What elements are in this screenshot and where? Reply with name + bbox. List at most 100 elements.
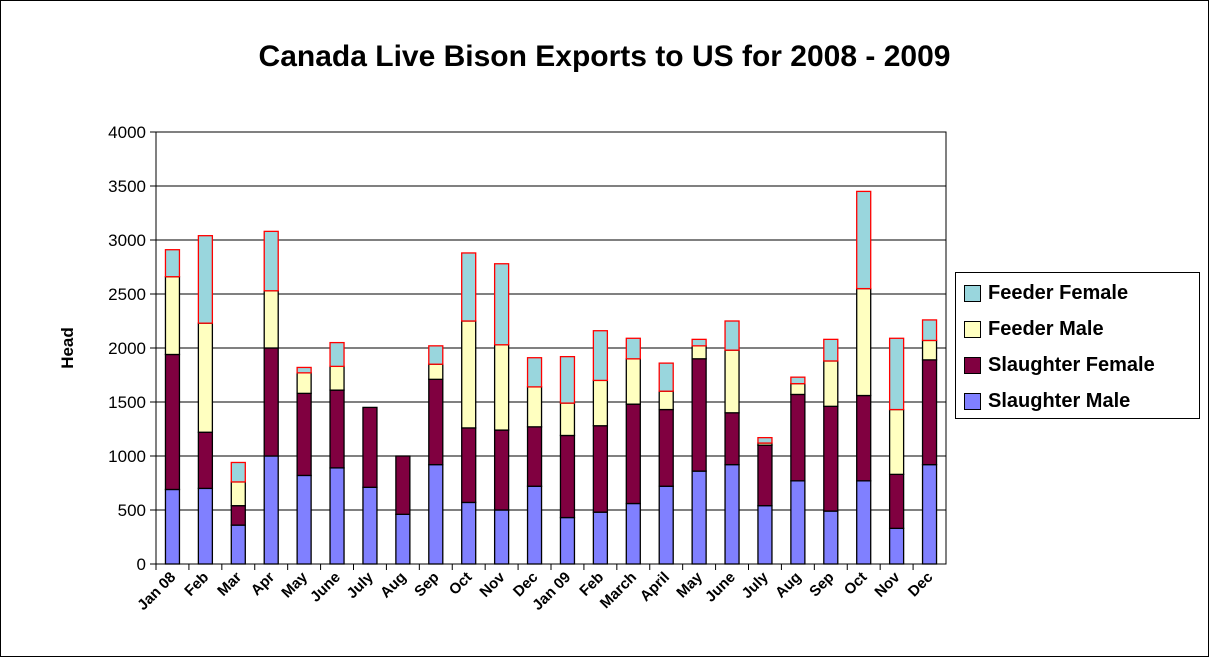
y-tick-label: 500 (118, 501, 146, 520)
legend-swatch-feeder-male (964, 321, 981, 338)
bar-segment-feeder-male (890, 410, 904, 475)
y-tick-label: 2000 (108, 339, 146, 358)
bar-segment-slaughter-female (593, 426, 607, 512)
bar-segment-feeder-female (528, 358, 542, 387)
y-tick-label: 1500 (108, 393, 146, 412)
bar-segment-slaughter-male (560, 518, 574, 564)
bar-segment-slaughter-female (758, 445, 772, 505)
x-tick-label: May (673, 568, 706, 601)
y-tick-label: 3500 (108, 177, 146, 196)
bar-segment-feeder-male (626, 359, 640, 404)
bar-segment-feeder-female (462, 253, 476, 321)
x-tick-label: Oct (841, 569, 871, 599)
bar-segment-feeder-female (495, 264, 509, 345)
bar-segment-feeder-male (824, 361, 838, 406)
bar-segment-slaughter-male (231, 525, 245, 564)
bar-segment-feeder-female (758, 438, 772, 443)
bar-segment-feeder-male (593, 380, 607, 425)
x-tick-label: Sep (806, 569, 837, 600)
bar-segment-feeder-male (923, 340, 937, 359)
x-tick-label: June (307, 569, 344, 606)
y-tick-label: 2500 (108, 285, 146, 304)
bar-segment-slaughter-male (857, 481, 871, 564)
bar-segment-feeder-female (659, 363, 673, 391)
bar-segment-slaughter-female (462, 428, 476, 503)
bar-segment-feeder-female (560, 357, 574, 403)
x-tick-label: June (702, 569, 739, 606)
bar-segment-feeder-female (198, 236, 212, 323)
bar-segment-feeder-male (231, 482, 245, 506)
bar-segment-feeder-male (264, 291, 278, 348)
x-tick-label: Aug (377, 569, 410, 602)
bar-segment-slaughter-female (659, 410, 673, 487)
bar-segment-slaughter-male (330, 468, 344, 564)
x-tick-label: Nov (476, 568, 509, 601)
bar-segment-slaughter-male (165, 489, 179, 564)
x-tick-label: April (637, 569, 673, 605)
bar-segment-slaughter-male (297, 475, 311, 564)
bar-segment-feeder-male (462, 321, 476, 428)
bar-segment-slaughter-male (758, 506, 772, 564)
x-tick-label: Dec (905, 569, 936, 600)
bar-segment-slaughter-female (297, 393, 311, 475)
bar-segment-feeder-female (725, 321, 739, 350)
bar-segment-slaughter-male (923, 465, 937, 564)
bar-segment-slaughter-male (198, 488, 212, 564)
bar-segment-feeder-male (692, 346, 706, 359)
bar-segment-slaughter-female (857, 396, 871, 481)
x-tick-label: March (597, 569, 640, 612)
bar-segment-slaughter-female (692, 359, 706, 471)
bar-segment-feeder-female (890, 338, 904, 409)
legend-item-feeder-female: Feeder Female (964, 281, 1128, 305)
bar-segment-slaughter-male (890, 528, 904, 564)
bar-segment-feeder-male (297, 373, 311, 394)
legend: Feeder Female Feeder Male Slaughter Fema… (955, 272, 1200, 419)
x-tick-label: Mar (214, 569, 245, 600)
bar-segment-slaughter-male (725, 465, 739, 564)
x-tick-label: May (278, 568, 311, 601)
legend-item-slaughter-female: Slaughter Female (964, 353, 1155, 377)
bar-segment-feeder-female (626, 338, 640, 359)
bar-segment-slaughter-female (264, 348, 278, 456)
y-tick-label: 1000 (108, 447, 146, 466)
x-tick-label: Sep (411, 569, 442, 600)
bar-segment-slaughter-male (692, 471, 706, 564)
x-tick-label: Aug (772, 569, 805, 602)
bar-segment-feeder-female (593, 331, 607, 381)
bar-segment-slaughter-male (626, 504, 640, 564)
y-tick-label: 0 (137, 555, 146, 574)
bar-segment-slaughter-female (528, 427, 542, 486)
bar-segment-slaughter-male (429, 465, 443, 564)
bar-segment-feeder-male (198, 323, 212, 432)
x-tick-label: Jan 08 (134, 569, 179, 614)
bar-segment-feeder-male (857, 289, 871, 396)
legend-label-feeder-male: Feeder Male (988, 318, 1104, 341)
bar-segment-feeder-female (923, 320, 937, 341)
bar-segment-feeder-female (824, 339, 838, 361)
bar-segment-slaughter-male (495, 510, 509, 564)
bar-segment-slaughter-male (264, 456, 278, 564)
legend-item-feeder-male: Feeder Male (964, 317, 1104, 341)
bar-segment-feeder-male (495, 345, 509, 430)
bar-segment-feeder-female (330, 343, 344, 367)
bar-segment-slaughter-female (429, 379, 443, 464)
legend-item-slaughter-male: Slaughter Male (964, 389, 1130, 413)
legend-swatch-slaughter-male (964, 393, 981, 410)
bar-segment-feeder-female (857, 191, 871, 288)
bar-segment-slaughter-female (165, 354, 179, 489)
bar-segment-feeder-female (297, 367, 311, 372)
bar-segment-slaughter-male (363, 487, 377, 564)
bar-segment-slaughter-male (659, 486, 673, 564)
bar-segment-slaughter-male (462, 502, 476, 564)
x-tick-label: Nov (871, 568, 904, 601)
bar-segment-slaughter-female (198, 432, 212, 488)
bar-segment-slaughter-male (396, 514, 410, 564)
x-tick-label: Apr (248, 569, 278, 599)
bar-segment-feeder-male (725, 350, 739, 413)
x-tick-label: July (344, 568, 378, 602)
bar-segment-slaughter-female (495, 430, 509, 510)
bar-segment-slaughter-female (791, 394, 805, 480)
bar-segment-feeder-male (429, 364, 443, 379)
bar-segment-slaughter-female (725, 413, 739, 465)
bar-segment-feeder-female (791, 377, 805, 383)
